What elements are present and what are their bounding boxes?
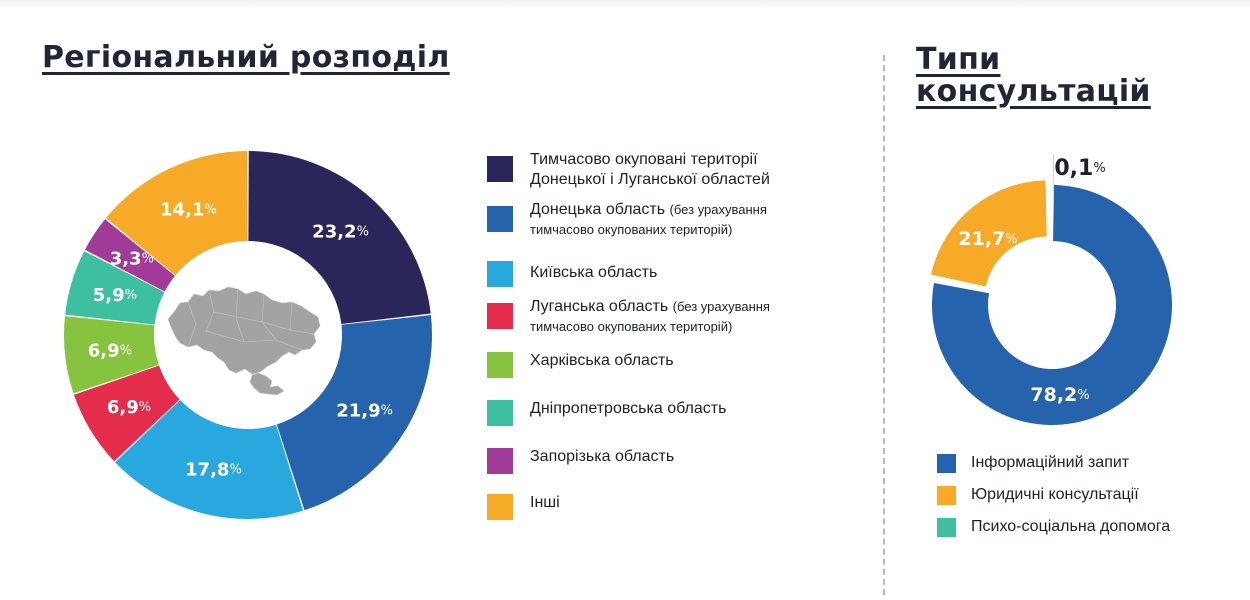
legend-label: Запорізька область (530, 448, 675, 465)
slice-zaporizhzhia (84, 219, 175, 292)
legend-swatch (487, 494, 513, 520)
slice-label-info-request: 78,2% (1030, 384, 1089, 406)
top-shade (0, 0, 1250, 10)
legend-item-kharkiv: Харківська область (487, 346, 827, 386)
legend-item-zaporizhzhia: Запорізька область (487, 442, 827, 482)
slice-label-legal: 21,7% (958, 228, 1017, 250)
consultation-types-donut: 78,2% 21,7% 0,1% (931, 155, 1172, 425)
legend-swatch (487, 400, 513, 426)
legend-note: (без урахування тимчасово окупованих тер… (530, 299, 770, 334)
slice-label-dnipro: 5,9% (93, 284, 137, 305)
slice-occupied (248, 151, 431, 325)
slice-label-other: 14,1% (160, 199, 217, 220)
legend-swatch (487, 448, 513, 474)
slice-legal (931, 180, 1047, 287)
legend-item-psychosocial: Психо-соціальна допомога (937, 516, 1237, 540)
legend-swatch (937, 486, 956, 505)
legend-swatch (937, 518, 956, 537)
legend-item-dnipro: Дніпропетровська область (487, 394, 827, 434)
legend-label: Інші (530, 494, 560, 511)
legend-label: Харківська область (530, 352, 674, 369)
legend-label: Інформаційний запит (971, 454, 1130, 471)
slice-other (105, 151, 248, 276)
legend-swatch (487, 352, 513, 378)
section-divider (883, 55, 885, 595)
legend-item-kyiv: Київська область (487, 255, 827, 295)
slice-donetsk (276, 314, 432, 511)
legend-label: Київська область (530, 264, 658, 281)
legend-item-info-request: Інформаційний запит (937, 452, 1237, 476)
legend-swatch (487, 261, 513, 287)
slice-label-psychosocial: 0,1% (1054, 156, 1105, 181)
slice-luhansk (73, 365, 180, 462)
consultation-types-title: Типи консультацій (916, 42, 1151, 109)
legend-note: (без урахування тимчасово окупованих тер… (530, 202, 767, 237)
legend-item-other: Інші (487, 488, 827, 528)
legend-label: Психо-соціальна допомога (971, 518, 1171, 535)
legend-swatch (487, 206, 513, 232)
slice-dnipro (65, 251, 165, 325)
legend-label: Юридичні консультації (971, 486, 1139, 503)
legend-label: Донецька область (без урахування тимчасо… (530, 201, 767, 237)
regional-donut: 23,2%21,9%17,8%6,9%6,9%5,9%3,3%14,1% (63, 151, 432, 519)
legend-label: Луганська область (без урахування тимчас… (530, 298, 770, 334)
legend-label: Дніпропетровська область (530, 400, 727, 417)
regional-title: Регіональний розподіл (42, 40, 450, 75)
legend-item-occupied-territories: Тимчасово окуповані території Донецької … (487, 150, 827, 190)
slice-psychosocial (1052, 155, 1054, 192)
legend-item-luhansk: Луганська область (без урахування тимчас… (487, 297, 827, 337)
legend-item-donetsk: Донецька область (без урахування тимчасо… (487, 200, 827, 240)
legend-swatch (487, 156, 513, 182)
slice-kharkiv (63, 316, 159, 394)
slice-info-request (932, 185, 1172, 425)
ukraine-map-icon (167, 286, 321, 396)
slice-label-occupied: 23,2% (312, 221, 369, 242)
legend-item-legal: Юридичні консультації (937, 484, 1237, 508)
legend-swatch (487, 303, 513, 329)
slice-label-donetsk: 21,9% (336, 400, 393, 421)
slice-label-kharkiv: 6,9% (88, 340, 132, 361)
slice-kyiv (115, 400, 304, 519)
slice-label-kyiv: 17,8% (185, 459, 242, 480)
legend-label: Тимчасово окуповані території Донецької … (530, 151, 770, 188)
slice-label-luhansk: 6,9% (107, 396, 151, 417)
legend-swatch (937, 454, 956, 473)
